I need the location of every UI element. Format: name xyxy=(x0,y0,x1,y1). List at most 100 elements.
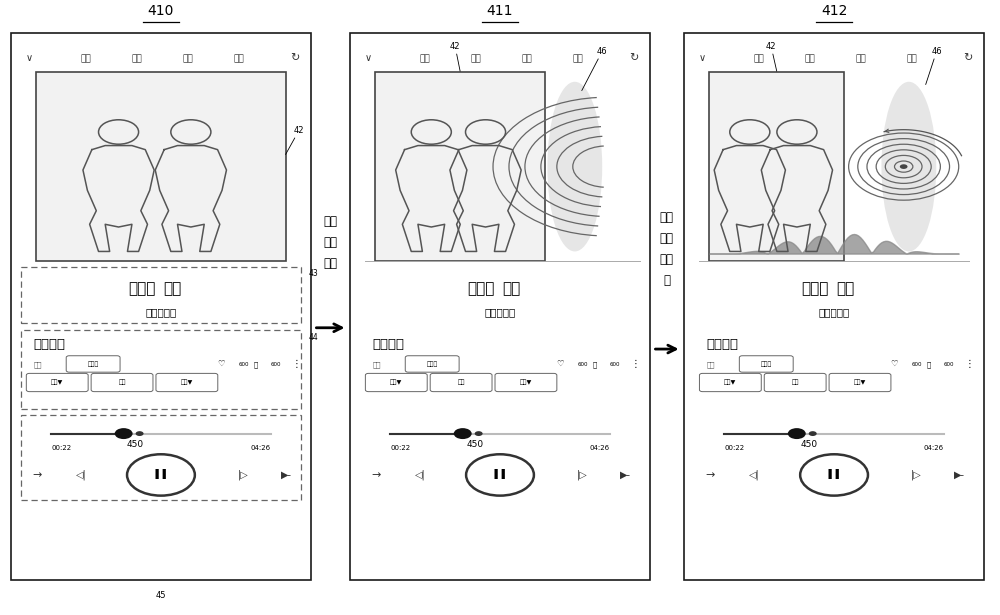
Text: |▷: |▷ xyxy=(910,470,921,480)
Text: →: → xyxy=(33,470,42,480)
Circle shape xyxy=(475,431,483,436)
Text: 高品▼: 高品▼ xyxy=(51,379,63,386)
Text: ↻: ↻ xyxy=(963,54,972,63)
FancyBboxPatch shape xyxy=(91,373,153,392)
Text: 00:22: 00:22 xyxy=(51,445,71,451)
Text: 600: 600 xyxy=(271,362,281,367)
Text: |▷: |▷ xyxy=(237,470,248,480)
Text: 已关注: 已关注 xyxy=(761,362,772,367)
Text: 00:22: 00:22 xyxy=(724,445,745,451)
Text: 600: 600 xyxy=(239,362,249,367)
Text: ∨: ∨ xyxy=(365,54,372,63)
Circle shape xyxy=(900,164,908,169)
Text: 43: 43 xyxy=(309,269,318,279)
Text: 高品▼: 高品▼ xyxy=(390,379,402,386)
Text: 450: 450 xyxy=(800,440,817,449)
Text: 42: 42 xyxy=(450,42,460,71)
Text: 04:26: 04:26 xyxy=(924,445,944,451)
Text: 600: 600 xyxy=(912,362,922,367)
Text: 45: 45 xyxy=(156,591,166,600)
Text: 相关: 相关 xyxy=(906,54,917,63)
Text: ▶-: ▶- xyxy=(620,470,631,480)
Text: 选择▼: 选择▼ xyxy=(520,379,532,386)
Text: ⬜: ⬜ xyxy=(927,361,931,368)
Ellipse shape xyxy=(881,82,936,252)
Text: 第一行: 第一行 xyxy=(802,280,829,296)
Text: 44: 44 xyxy=(309,333,318,342)
Text: 视频: 视频 xyxy=(471,54,481,63)
Text: 歌曲: 歌曲 xyxy=(420,54,431,63)
Bar xyxy=(350,33,650,580)
Text: 第一行: 第一行 xyxy=(129,280,156,296)
Text: 第二行歌词: 第二行歌词 xyxy=(818,307,850,317)
Text: 视频: 视频 xyxy=(132,54,142,63)
FancyBboxPatch shape xyxy=(430,373,492,392)
Text: 42: 42 xyxy=(286,126,304,154)
Circle shape xyxy=(788,428,806,439)
Text: ◁|: ◁| xyxy=(76,470,87,480)
Circle shape xyxy=(466,454,534,496)
Text: 歌手: 歌手 xyxy=(706,361,715,368)
FancyBboxPatch shape xyxy=(764,373,826,392)
Text: 04:26: 04:26 xyxy=(251,445,271,451)
Text: 00:22: 00:22 xyxy=(390,445,410,451)
Circle shape xyxy=(127,454,195,496)
Text: ⋮: ⋮ xyxy=(292,359,301,369)
Text: ⬜: ⬜ xyxy=(593,361,597,368)
Text: 歌词: 歌词 xyxy=(163,280,181,296)
Circle shape xyxy=(454,428,472,439)
Text: ⋮: ⋮ xyxy=(631,359,640,369)
Text: 选择▼: 选择▼ xyxy=(181,379,193,386)
Text: ◁|: ◁| xyxy=(749,470,760,480)
Text: 歌曲名称: 歌曲名称 xyxy=(372,338,404,351)
Text: 视频: 视频 xyxy=(791,379,799,386)
Text: 第二行歌词: 第二行歌词 xyxy=(145,307,177,317)
Text: 第二行歌词: 第二行歌词 xyxy=(484,307,516,317)
Text: 42: 42 xyxy=(766,42,777,71)
Text: →: → xyxy=(706,470,715,480)
Circle shape xyxy=(136,431,144,436)
Text: 46: 46 xyxy=(926,47,942,84)
Text: 视频: 视频 xyxy=(457,379,465,386)
Text: ▶-: ▶- xyxy=(281,470,292,480)
Bar xyxy=(709,73,844,261)
Ellipse shape xyxy=(547,82,602,252)
Text: 450: 450 xyxy=(127,440,144,449)
Ellipse shape xyxy=(398,82,453,252)
Text: 410: 410 xyxy=(148,4,174,18)
Text: 歌曲名称: 歌曲名称 xyxy=(706,338,738,351)
Text: 600: 600 xyxy=(578,362,588,367)
Text: 600: 600 xyxy=(944,362,954,367)
Text: 场景: 场景 xyxy=(856,54,866,63)
Text: ↻: ↻ xyxy=(290,54,299,63)
Text: 600: 600 xyxy=(610,362,620,367)
Ellipse shape xyxy=(208,82,263,252)
Ellipse shape xyxy=(59,82,114,252)
Text: ◁|: ◁| xyxy=(415,470,426,480)
Text: 450: 450 xyxy=(466,440,483,449)
Text: 歌词: 歌词 xyxy=(502,280,520,296)
Text: 歌词: 歌词 xyxy=(836,280,854,296)
Text: 歌曲: 歌曲 xyxy=(81,54,92,63)
Text: ⋮: ⋮ xyxy=(965,359,975,369)
Text: ♡: ♡ xyxy=(217,360,225,369)
Text: ❚❚: ❚❚ xyxy=(492,469,508,479)
Text: ↻: ↻ xyxy=(629,54,638,63)
Bar xyxy=(375,73,545,261)
FancyBboxPatch shape xyxy=(739,355,793,372)
Text: 相关: 相关 xyxy=(572,54,583,63)
Text: ♡: ♡ xyxy=(890,360,898,369)
FancyBboxPatch shape xyxy=(26,373,88,392)
Text: 视频: 视频 xyxy=(118,379,126,386)
Text: ▶-: ▶- xyxy=(954,470,965,480)
Text: →: → xyxy=(372,470,381,480)
Text: 歌曲名称: 歌曲名称 xyxy=(33,338,65,351)
Text: 视频: 视频 xyxy=(805,54,816,63)
Text: ❚❚: ❚❚ xyxy=(826,469,842,479)
Text: ∨: ∨ xyxy=(26,54,33,63)
FancyBboxPatch shape xyxy=(829,373,891,392)
Circle shape xyxy=(115,428,133,439)
Text: 411: 411 xyxy=(487,4,513,18)
Bar xyxy=(684,33,984,580)
Text: 场景: 场景 xyxy=(182,54,193,63)
